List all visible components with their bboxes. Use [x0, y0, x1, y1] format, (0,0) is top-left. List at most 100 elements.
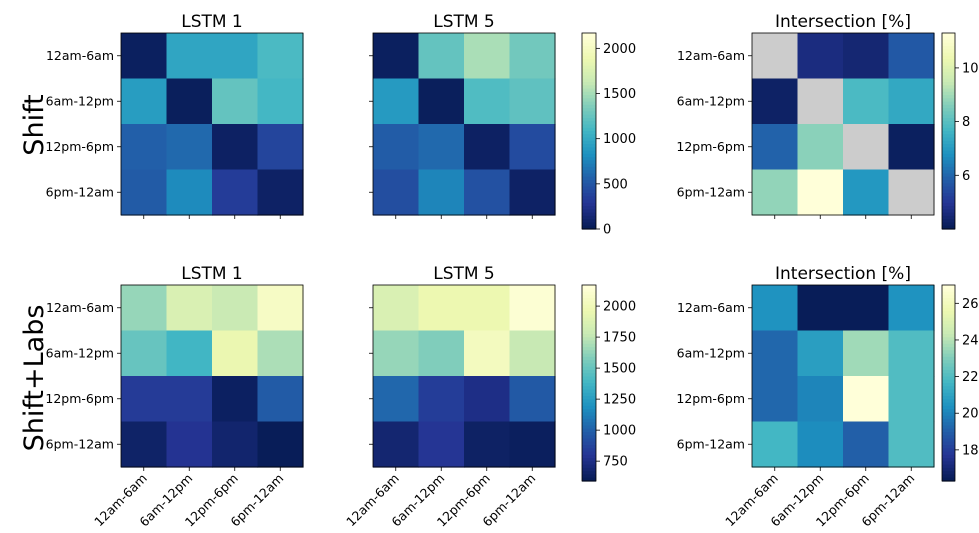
colorbar-segment — [582, 438, 596, 443]
colorbar-segment — [582, 376, 596, 381]
colorbar-segment — [942, 353, 955, 358]
colorbar-segment — [942, 376, 955, 381]
colorbar-segment — [942, 196, 955, 201]
colorbar-tick-label: 1500 — [603, 362, 636, 377]
heatmap-panel-3: Intersection [%] 12am-6am 6am-12pm 12pm-6pm… — [676, 12, 979, 230]
heatmap-cell — [418, 169, 465, 216]
heatmap-cell — [212, 285, 259, 332]
colorbar-segment — [582, 356, 596, 361]
colorbar-tick-label: 1500 — [603, 87, 636, 102]
heatmap-cell — [121, 78, 168, 125]
colorbar-segment — [942, 88, 955, 93]
colorbar-tick-label: 18 — [962, 443, 979, 458]
colorbar-segment — [582, 379, 596, 384]
heatmap-cell — [257, 124, 304, 171]
colorbar-segment — [942, 117, 955, 122]
y-tick-label: 6am-12pm — [46, 345, 114, 360]
heatmap-cell — [888, 421, 935, 468]
colorbar-segment — [942, 59, 955, 63]
heatmap-cell — [843, 330, 890, 377]
colorbar-segment — [942, 173, 955, 178]
colorbar-segment — [582, 206, 596, 210]
colorbar-tick-label: 2000 — [603, 300, 636, 315]
colorbar-segment — [582, 186, 596, 191]
colorbar-segment — [582, 33, 596, 37]
panel-frame — [751, 284, 935, 468]
colorbar-tick-label: 1250 — [603, 393, 636, 408]
y-tick-label: 6pm-12am — [46, 184, 114, 199]
heatmap-cell — [843, 285, 890, 332]
colorbar: 750 1000 1250 1500 1750 2000 — [581, 284, 636, 482]
heatmap-cell — [212, 124, 259, 171]
colorbar-segment — [942, 219, 955, 224]
heatmap-cell — [843, 421, 890, 468]
heatmap-cell — [888, 330, 935, 377]
heatmap-cell — [509, 376, 556, 423]
colorbar-segment — [582, 317, 596, 322]
heatmap-cell — [418, 421, 465, 468]
colorbar-frame — [581, 284, 597, 482]
heatmap-cell — [797, 285, 844, 332]
colorbar-segment — [582, 301, 596, 306]
colorbar-segment — [582, 137, 596, 142]
colorbar-segment — [942, 366, 955, 371]
colorbar-segment — [582, 222, 596, 227]
colorbar: 6 8 10 — [941, 32, 979, 230]
colorbar-segment — [582, 399, 596, 404]
heatmap-cell — [797, 421, 844, 468]
colorbar-segment — [582, 98, 596, 103]
colorbar-segment — [942, 373, 955, 378]
colorbar-segment — [942, 124, 955, 129]
colorbar-segment — [582, 461, 596, 466]
colorbar-segment — [942, 412, 955, 417]
panel-title: Intersection [%] — [775, 12, 911, 32]
colorbar-segment — [582, 330, 596, 335]
heatmap-cell — [797, 78, 844, 125]
colorbar-segment — [582, 144, 596, 148]
heatmap-cell — [257, 169, 304, 216]
heatmap-cell — [418, 78, 465, 125]
colorbar-segment — [582, 46, 596, 50]
colorbar-segment — [942, 471, 955, 476]
heatmap-cell — [752, 376, 799, 423]
colorbar-segment — [582, 347, 596, 351]
colorbar-segment — [942, 183, 955, 188]
heatmap-cell — [464, 169, 511, 216]
colorbar-segment — [942, 386, 955, 391]
heatmap-cell — [464, 421, 511, 468]
heatmap-cell — [797, 169, 844, 216]
heatmap-cell — [121, 169, 168, 216]
colorbar-segment — [582, 62, 596, 67]
heatmap-cell — [464, 376, 511, 423]
colorbar-segment — [942, 441, 955, 446]
colorbar-segment — [582, 294, 596, 299]
colorbar-segment — [942, 422, 955, 427]
colorbar-segment — [942, 399, 955, 404]
colorbar-segment — [582, 131, 596, 135]
colorbar-segment — [942, 78, 955, 83]
colorbar-segment — [582, 311, 596, 315]
colorbar-segment — [582, 448, 596, 453]
heatmap-cell — [121, 376, 168, 423]
colorbar-segment — [582, 114, 596, 119]
panel-title: LSTM 1 — [181, 12, 243, 32]
colorbar-segment — [582, 65, 596, 70]
row-label-shift-labs: Shift+Labs — [19, 305, 50, 452]
colorbar-segment — [942, 82, 955, 86]
colorbar-segment — [582, 285, 596, 289]
heatmap-cell — [464, 33, 511, 80]
y-tick-label: 12pm-6pm — [676, 139, 745, 154]
colorbar-segment — [942, 477, 955, 482]
colorbar-segment — [942, 402, 955, 407]
colorbar-segment — [582, 183, 596, 188]
heatmap-cell — [418, 330, 465, 377]
colorbar-segment — [942, 85, 955, 90]
colorbar-segment — [942, 98, 955, 103]
colorbar-segment — [942, 199, 955, 204]
heatmap-cell — [843, 169, 890, 216]
colorbar-segment — [582, 219, 596, 224]
colorbar-segment — [582, 334, 596, 338]
panel-frame — [751, 32, 935, 216]
colorbar-tick-label: 500 — [603, 177, 628, 192]
colorbar-segment — [582, 173, 596, 178]
